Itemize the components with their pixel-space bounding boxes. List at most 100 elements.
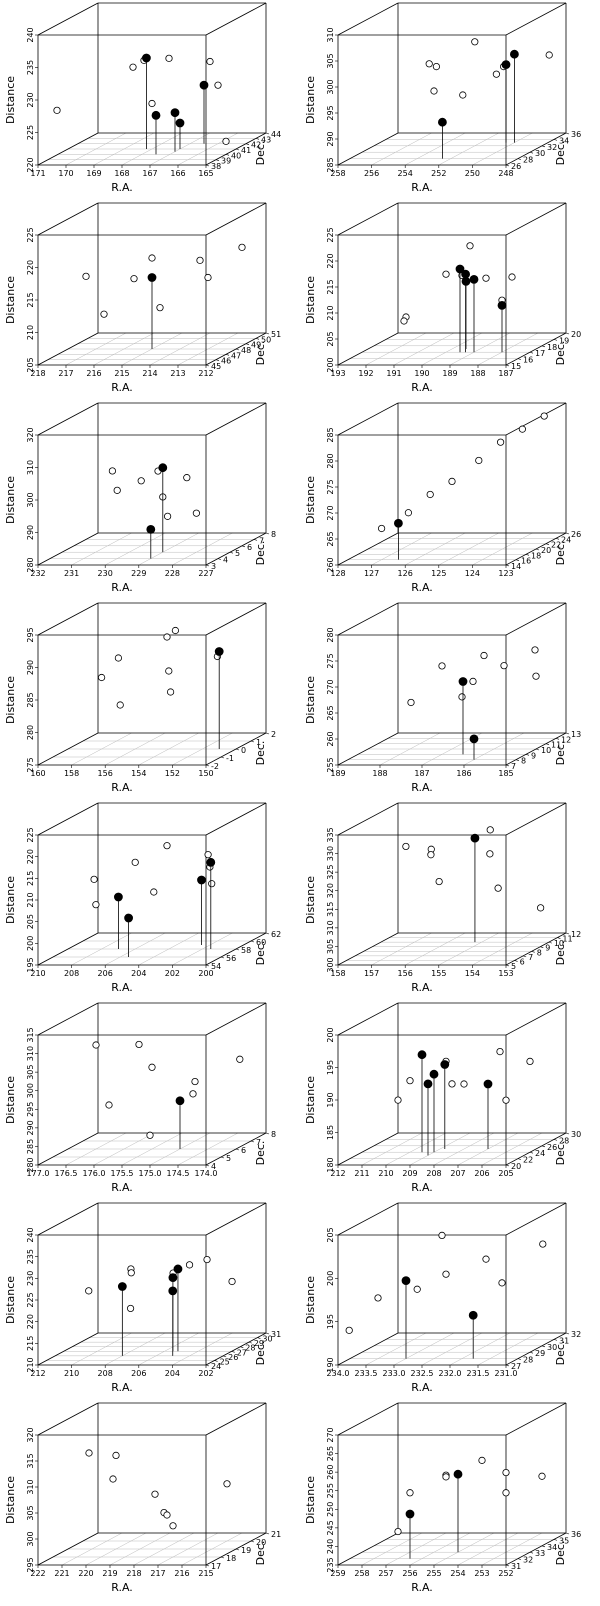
data-point [526,1057,534,1066]
z-tick-label: 240 [26,27,35,42]
x-tick-label: 190 [414,369,429,378]
z-axis-label: Distance [4,76,17,124]
y-tick-label: 0 [241,746,246,755]
x-axis-label: R.A. [411,981,433,994]
z-tick-label: 205 [26,357,35,372]
data-point [400,317,408,325]
y-tick-label: 19 [241,1546,251,1555]
y-tick-label: 51 [271,330,281,339]
z-tick-label: 205 [326,1227,335,1242]
floor-grid-line [393,1332,455,1366]
box-edge [37,202,99,236]
highlight-point [173,1264,183,1274]
box-edge [337,1402,399,1436]
y-tick-label: 46 [221,357,231,366]
x-axis-label: R.A. [111,181,133,194]
y-axis-label: Dec. [254,941,267,966]
x-tick-label: 212 [30,1369,45,1378]
data-point [482,1255,490,1263]
z-tick-label: 280 [26,1157,35,1172]
y-tick-label: 6 [520,957,525,966]
y-tick-label: 21 [271,1530,281,1539]
z-axis-label: Distance [304,476,317,524]
x-tick-label: 156 [398,969,413,978]
y-axis-label: Dec. [554,541,567,566]
y-axis-label: Dec. [554,1141,567,1166]
highlight-point [401,1276,411,1285]
data-point [92,1041,100,1049]
data-point [402,842,410,851]
y-tick-label: 6 [241,1146,246,1155]
highlight-point [158,463,168,473]
x-tick-label: 207 [450,1169,465,1178]
x-axis-label: R.A. [411,581,433,594]
y-tick-label: 15 [511,362,521,371]
z-tick-label: 260 [326,731,335,746]
data-point [163,842,171,850]
highlight-point [497,301,507,310]
x-tick-label: 230 [98,569,113,578]
y-tick [505,164,510,167]
y-tick-label: 9 [545,944,550,953]
data-point [85,1449,93,1457]
highlight-point [458,677,468,686]
panel-14: 234.0 233.5 233.0 232.5 232.0 231.5 231.027282… [304,1202,581,1394]
y-tick-label: 30 [535,149,545,158]
x-axis-label: R.A. [411,781,433,794]
x-tick-label: 214 [142,369,157,378]
y-tick [235,1148,240,1151]
box-edge [337,1132,399,1166]
y-tick [220,1556,225,1559]
data-point [430,87,438,95]
x-tick-label: 232.5 [411,1369,434,1378]
data-point [146,1131,154,1139]
y-tick [205,964,210,967]
z-tick-label: 240 [326,1539,335,1554]
z-tick-label: 210 [26,325,35,340]
x-tick-label: 231.0 [495,1369,518,1378]
z-tick-label: 210 [26,1357,35,1372]
y-tick [253,539,258,541]
x-tick-label: 166 [170,169,185,178]
data-point [204,273,212,282]
data-point [469,677,477,686]
floor-grid-line [477,1332,539,1366]
y-tick [555,538,560,540]
data-point [518,425,526,433]
z-axis-label: Distance [4,1276,17,1324]
data-point [413,1285,421,1293]
y-tick [265,532,270,535]
y-tick [565,932,570,935]
data-point [540,412,548,420]
y-tick [205,1164,210,1167]
y-tick-label: 1 [256,738,261,747]
y-tick [517,1158,522,1160]
z-axis-label: Distance [4,876,17,924]
box-edge [37,932,99,966]
data-point [165,54,173,62]
z-tick-label: 265 [326,705,335,720]
data-point [130,275,138,283]
box-edge [205,2,267,36]
y-tick [220,1156,225,1159]
y-tick-label: 26 [511,162,521,171]
box-edge [37,1202,99,1236]
highlight-point [461,269,471,279]
data-point [238,243,246,251]
z-tick-label: 195 [326,1314,335,1329]
z-tick-label: 295 [26,627,35,642]
y-tick [505,364,510,367]
y-tick-label: 27 [237,1348,247,1357]
highlight-point [175,1096,185,1106]
highlight-point [440,1060,450,1069]
x-tick-label: 204 [131,969,146,978]
y-tick [231,1351,235,1353]
x-tick-label: 176.5 [55,1169,78,1178]
z-tick-label: 255 [326,757,335,772]
y-tick [265,732,270,735]
x-axis-label: R.A. [411,1181,433,1194]
y-axis-label: Dec. [554,1541,567,1566]
z-tick-label: 310 [26,460,35,475]
y-tick [205,164,210,167]
